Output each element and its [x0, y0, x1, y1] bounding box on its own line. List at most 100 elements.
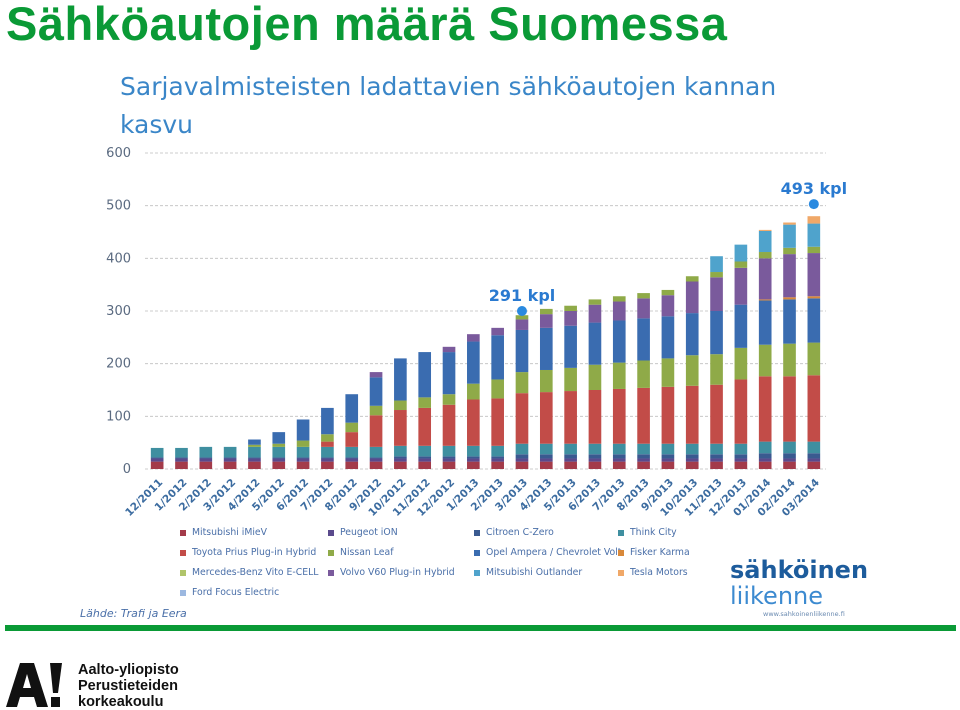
bar-segment: [637, 298, 650, 319]
bar-segment: [612, 296, 626, 302]
bar-segment: [807, 223, 821, 247]
bar-segment: [539, 443, 553, 455]
bar-segment: [539, 458, 553, 462]
bar-segment: [807, 461, 821, 469]
y-axis-ticks: 0 100 200 300 400 500 600: [106, 146, 131, 477]
bar-segment: [150, 447, 164, 458]
bar-segment: [467, 461, 480, 469]
bar-segment: [394, 456, 407, 459]
bar-segment: [369, 457, 383, 459]
bar-segment: [345, 432, 359, 447]
legend-label: Mercedes-Benz Vito E-CELL: [192, 567, 319, 578]
bar-segment: [223, 458, 237, 462]
legend-swatch: [618, 549, 624, 556]
bar-segment: [758, 230, 772, 253]
bar-segment: [272, 432, 286, 444]
legend-label: Mitsubishi Outlander: [486, 567, 583, 578]
bar-segment: [588, 390, 602, 444]
bar-segment: [710, 454, 723, 459]
chart-grid: [145, 152, 826, 470]
bar-segment: [758, 458, 772, 462]
y-tick-label: 300: [106, 304, 131, 319]
bar-segment: [296, 419, 310, 441]
bar-segment: [467, 456, 480, 459]
bar-segment: [321, 457, 334, 459]
bar-segment: [515, 458, 529, 462]
bar-segment: [515, 319, 529, 330]
bar-segment: [491, 335, 504, 380]
bar-segment: [783, 376, 796, 442]
bar-segment: [807, 375, 821, 442]
bar-segment: [394, 458, 407, 462]
bar-segment: [442, 394, 456, 405]
bar-segment: [710, 384, 723, 444]
bar-segment: [539, 314, 553, 328]
legend-item: Mercedes-Benz Vito E-CELL: [180, 565, 328, 580]
bar-segment: [394, 358, 407, 401]
y-tick-label: 500: [106, 199, 131, 214]
bar-segment: [442, 352, 456, 395]
bar-segment: [321, 434, 334, 442]
bar-segment: [685, 385, 699, 444]
y-tick-label: 400: [106, 251, 131, 266]
bar-segment: [345, 446, 359, 458]
bar-segment: [199, 457, 213, 459]
bar-segment: [612, 461, 626, 469]
bar-segment: [369, 461, 383, 469]
legend-item: Opel Ampera / Chevrolet Volt: [474, 545, 621, 560]
bar-segment: [369, 446, 383, 458]
bar-segment: [685, 461, 699, 469]
bar-segment: [588, 304, 602, 323]
bar-segment: [345, 394, 359, 423]
bar-segment: [734, 454, 748, 459]
legend-item: Mitsubishi iMieV: [180, 525, 328, 540]
bar-segment: [710, 272, 723, 278]
bar-segment: [515, 454, 529, 459]
legend-label: Tesla Motors: [630, 567, 688, 578]
bar-segment: [637, 318, 650, 361]
bar-segment: [272, 443, 286, 447]
bar-segment: [685, 355, 699, 386]
bar-segment: [588, 461, 602, 469]
bar-segment: [199, 461, 213, 469]
bar-segment: [807, 298, 821, 343]
bar-segment: [223, 457, 237, 459]
bar-segment: [758, 344, 772, 377]
y-tick-label: 600: [106, 146, 131, 161]
bar-segment: [248, 457, 261, 459]
bar-segment: [515, 372, 529, 394]
bar-segment: [807, 453, 821, 459]
bar-segment: [710, 443, 723, 455]
legend-item: Volvo V60 Plug-in Hybrid: [328, 565, 474, 580]
legend-swatch: [618, 569, 624, 576]
bar-segment: [418, 456, 432, 459]
annotation-dot: [808, 199, 819, 210]
legend-label: Nissan Leaf: [340, 547, 394, 558]
legend-item: Ford Focus Electric: [180, 585, 328, 600]
bar-segment: [564, 391, 577, 444]
bar-segment: [296, 461, 310, 469]
bar-segment: [467, 399, 480, 446]
bar-segment: [734, 461, 748, 469]
bar-segment: [491, 327, 504, 336]
bar-segment: [710, 461, 723, 469]
bar-segment: [734, 261, 748, 268]
bar-segment: [223, 461, 237, 469]
legend-swatch: [180, 589, 186, 596]
legend-swatch: [328, 549, 334, 556]
bar-segment: [369, 405, 383, 416]
bar-segment: [539, 308, 553, 315]
bar-segment: [491, 379, 504, 399]
bar-segment: [661, 461, 675, 469]
bar-segment: [418, 458, 432, 462]
bar-segment: [442, 445, 456, 457]
bar-segment: [467, 341, 480, 384]
brand-line-1: sähköinen: [730, 556, 869, 584]
y-tick-label: 0: [123, 462, 131, 477]
aalto-line-3: korkeakoulu: [78, 694, 164, 710]
legend-item: Citroen C-Zero: [474, 525, 618, 540]
bar-segment: [491, 461, 504, 469]
bar-segment: [710, 256, 723, 273]
bar-segment: [685, 458, 699, 462]
legend-item: Nissan Leaf: [328, 545, 474, 560]
